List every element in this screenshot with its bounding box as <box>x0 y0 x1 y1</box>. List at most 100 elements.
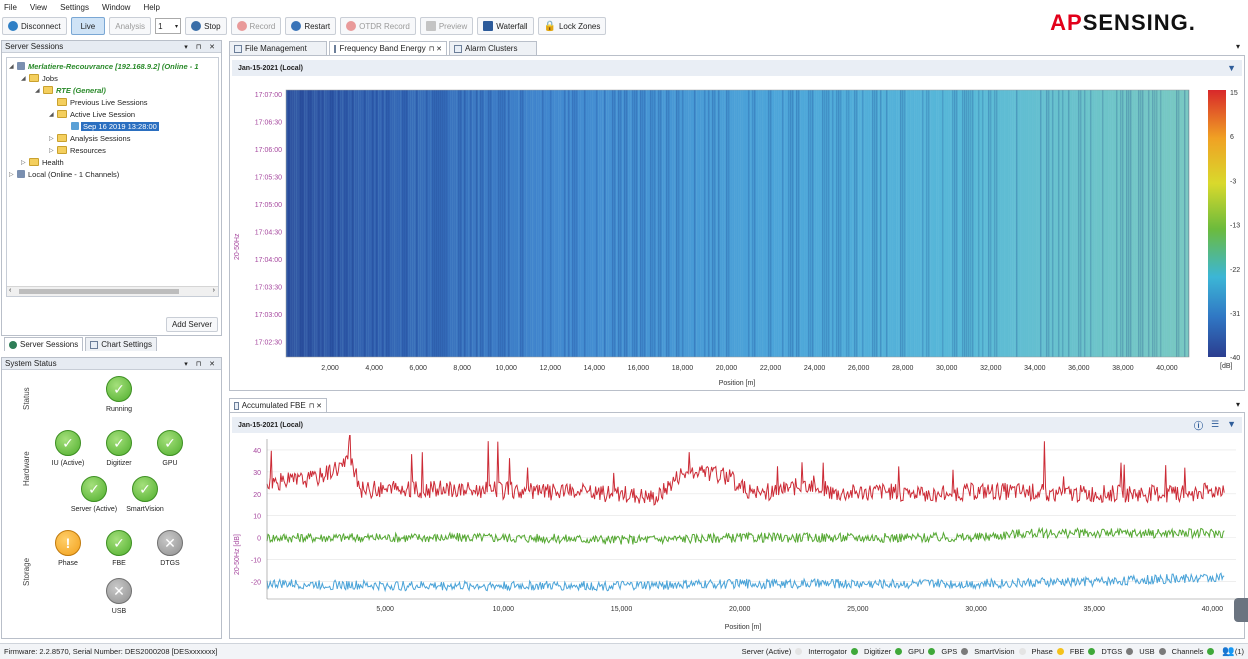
status-dot-icon <box>961 648 969 655</box>
tree-item-server[interactable]: ◢ Merlatiere-Recouvrance [192.168.9.2] (… <box>9 61 199 71</box>
waterfall-stripe <box>990 90 992 357</box>
server-icon <box>17 62 25 70</box>
waterfall-stripe <box>756 90 758 357</box>
live-button[interactable]: Live <box>70 17 106 35</box>
list-icon[interactable]: ☰ <box>1211 418 1220 429</box>
waterfall-stripe <box>590 90 592 357</box>
tree-item-local[interactable]: ▷ Local (Online - 1 Channels) <box>9 169 120 179</box>
menu-file[interactable]: File <box>4 2 17 12</box>
menu-settings[interactable]: Settings <box>60 2 89 12</box>
side-handle[interactable] <box>1234 598 1248 622</box>
waterfall-stripe <box>738 90 740 357</box>
waterfall-stripe <box>976 90 978 357</box>
waterfall-stripe <box>522 90 524 357</box>
waterfall-x-tick: 36,000 <box>1068 365 1090 372</box>
panel-controls[interactable]: ▾ ⊓ ✕ <box>184 43 218 51</box>
status-phase: ! Phase <box>38 530 98 567</box>
waterfall-stripe <box>1140 90 1142 357</box>
waterfall-stripe <box>866 90 868 357</box>
close-icon[interactable]: ⊓ ✕ <box>308 402 322 410</box>
restart-button[interactable]: Restart <box>285 17 337 35</box>
scroll-left-icon[interactable]: ‹ <box>9 287 12 294</box>
tree-item-rte[interactable]: ◢ RTE (General) <box>35 85 106 95</box>
analysis-button[interactable]: Analysis <box>109 17 152 35</box>
tree-item-analysis-sessions[interactable]: ▷ Analysis Sessions <box>49 133 131 143</box>
waterfall-stripe <box>912 90 914 357</box>
tab-accumulated-fbe[interactable]: Accumulated FBE ⊓ ✕ <box>229 398 327 412</box>
waterfall-stripe <box>1164 90 1166 357</box>
tree-item-health[interactable]: ▷ Health <box>21 157 64 167</box>
waterfall-stripe <box>952 90 954 357</box>
waterfall-stripe <box>932 90 934 357</box>
stop-button[interactable]: Stop <box>185 17 227 35</box>
horizontal-scrollbar[interactable]: ‹ › <box>7 286 218 296</box>
tab-file-management[interactable]: File Management <box>229 41 327 55</box>
menu-window[interactable]: Window <box>102 2 131 12</box>
folder-icon <box>29 158 39 166</box>
tree-item-session[interactable]: Sep 16 2019 13:28:00 <box>71 120 159 132</box>
waterfall-stripe <box>602 90 604 357</box>
waterfall-stripe <box>838 90 840 357</box>
waterfall-stripe <box>534 90 536 357</box>
waterfall-stripe <box>834 90 836 357</box>
fbe-x-tick: 15,000 <box>611 606 633 613</box>
channel-stepper[interactable]: 1 ▾ <box>155 18 182 34</box>
waterfall-stripe <box>1156 90 1158 357</box>
waterfall-stripe <box>608 90 610 357</box>
waterfall-chart[interactable]: 20-50Hz 17:07:00 17:06:30 17:06:00 17:05:30… <box>230 78 1244 390</box>
add-server-button[interactable]: Add Server <box>165 317 218 332</box>
waterfall-x-tick: 28,000 <box>892 365 914 372</box>
disconnect-button[interactable]: Disconnect <box>2 17 67 35</box>
accumulated-fbe-chart[interactable]: 20-50Hz [dB] 40 30 20 10 0 -10 -20 5,000 10,000… <box>230 435 1244 639</box>
waterfall-stripe <box>716 90 718 357</box>
waterfall-stripe <box>1186 90 1188 357</box>
waterfall-stripe <box>678 90 680 357</box>
waterfall-stripe <box>710 90 712 357</box>
waterfall-button[interactable]: Waterfall <box>477 17 534 35</box>
waterfall-stripe <box>414 90 416 357</box>
waterfall-x-tick: 18,000 <box>672 365 694 372</box>
users-icon[interactable]: 👥 <box>1222 646 1235 657</box>
menu-help[interactable]: Help <box>143 2 160 12</box>
waterfall-stripe <box>378 90 380 357</box>
scrollbar-thumb[interactable] <box>19 289 179 294</box>
tree-item-previous-sessions[interactable]: Previous Live Sessions <box>57 96 148 108</box>
tree-item-jobs[interactable]: ◢ Jobs <box>21 73 58 83</box>
otdr-record-button[interactable]: OTDR Record <box>340 17 416 35</box>
group-hardware-label: Hardware <box>22 451 31 486</box>
waterfall-image[interactable] <box>286 90 1189 357</box>
tab-server-sessions[interactable]: Server Sessions <box>4 337 84 351</box>
waterfall-stripe <box>640 90 642 357</box>
panel-controls[interactable]: ▾ ⊓ ✕ <box>184 360 218 368</box>
waterfall-stripe <box>444 90 446 357</box>
tab-chart-settings[interactable]: Chart Settings <box>85 337 157 351</box>
menu-view[interactable]: View <box>29 2 48 12</box>
waterfall-stripe <box>848 90 850 357</box>
waterfall-stripe <box>846 90 848 357</box>
waterfall-stripe <box>496 90 498 357</box>
record-button[interactable]: Record <box>230 17 282 35</box>
waterfall-stripe <box>1074 90 1076 357</box>
close-icon[interactable]: ⊓ ✕ <box>428 45 442 53</box>
menu-bar: File View Settings Window Help <box>0 0 1248 14</box>
waterfall-stripe <box>486 90 488 357</box>
waterfall-stripe <box>558 90 560 357</box>
waterfall-stripe <box>926 90 928 357</box>
chevron-down-icon[interactable]: ▾ <box>1236 400 1241 409</box>
waterfall-stripe <box>642 90 644 357</box>
lock-zones-button[interactable]: 🔒 Lock Zones <box>537 17 607 35</box>
scroll-right-icon[interactable]: › <box>212 287 215 294</box>
chevron-down-icon[interactable]: ▾ <box>1236 42 1241 51</box>
info-icon[interactable]: ⓘ <box>1193 420 1203 431</box>
waterfall-stripe <box>584 90 586 357</box>
waterfall-stripe <box>842 90 844 357</box>
tab-frequency-band-energy[interactable]: Frequency Band Energy ⊓ ✕ <box>329 41 447 55</box>
waterfall-stripe <box>554 90 556 357</box>
fbe-x-tick: 20,000 <box>729 606 751 613</box>
preview-button[interactable]: Preview <box>419 17 474 35</box>
filter-icon[interactable]: ▼ <box>1227 418 1236 429</box>
filter-icon[interactable]: ▼ <box>1227 63 1236 73</box>
tab-alarm-clusters[interactable]: Alarm Clusters <box>449 41 537 55</box>
tree-item-resources[interactable]: ▷ Resources <box>49 145 106 155</box>
tree-item-active-session[interactable]: ◢ Active Live Session <box>49 109 136 119</box>
